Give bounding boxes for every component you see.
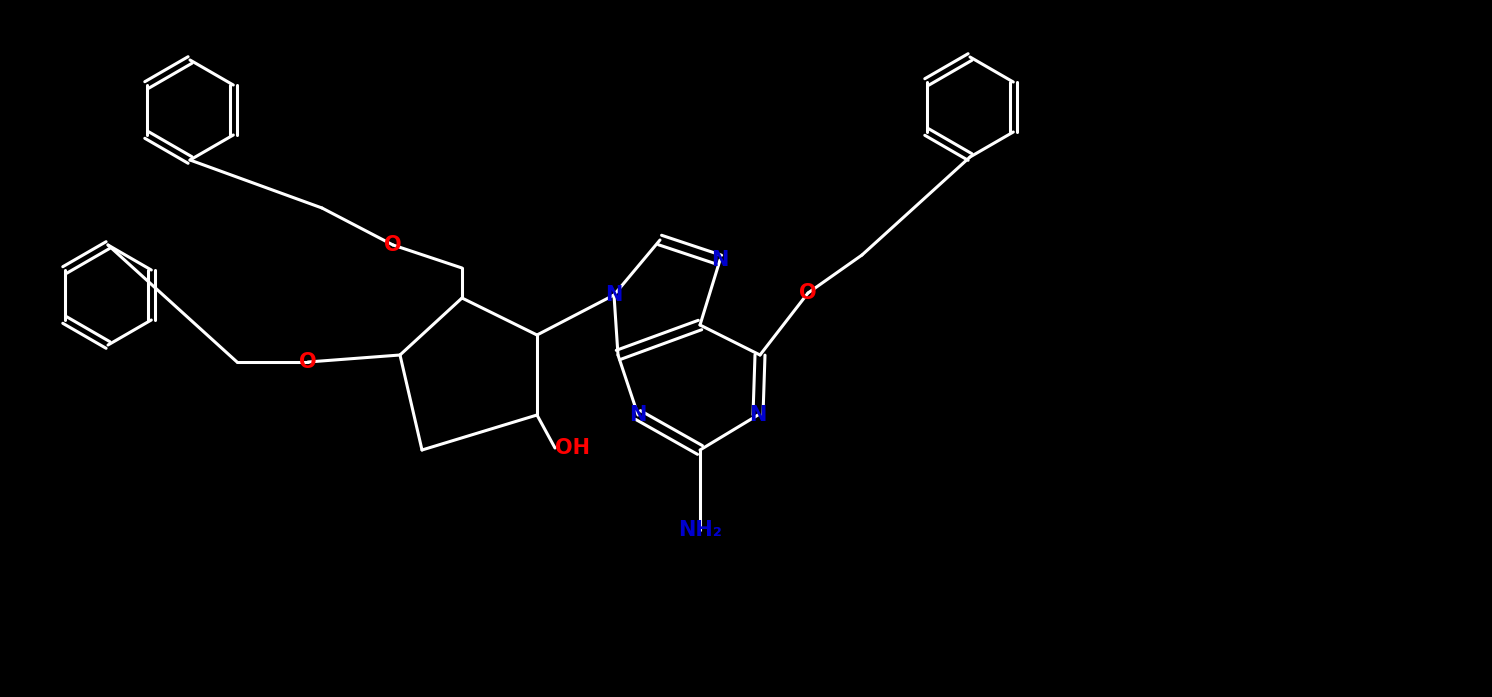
Text: N: N bbox=[606, 285, 622, 305]
Text: O: O bbox=[800, 283, 816, 303]
Text: NH₂: NH₂ bbox=[677, 520, 722, 540]
Text: N: N bbox=[712, 250, 728, 270]
Text: N: N bbox=[749, 405, 767, 425]
Text: O: O bbox=[300, 352, 316, 372]
Text: N: N bbox=[630, 405, 646, 425]
Text: O: O bbox=[383, 235, 401, 255]
Text: OH: OH bbox=[555, 438, 589, 458]
